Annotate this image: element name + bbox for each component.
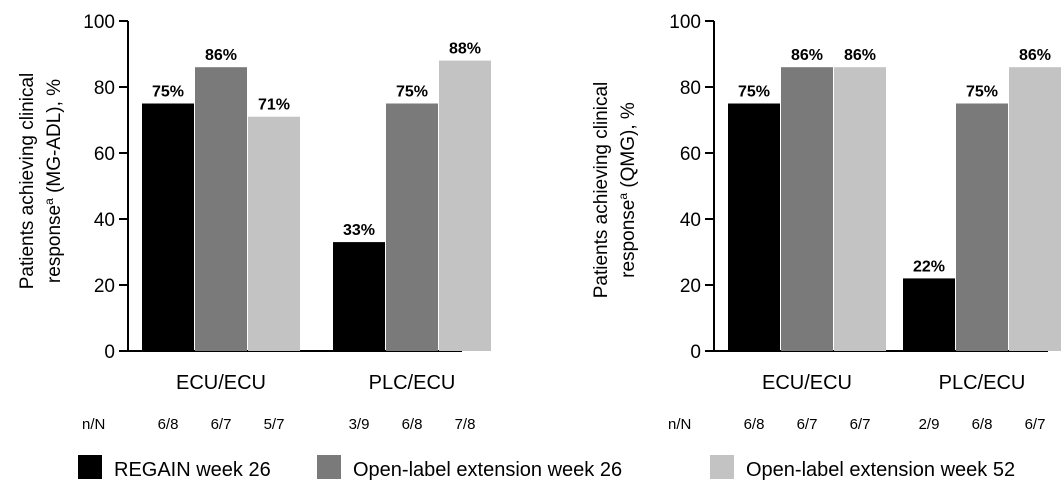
bar-ole-week-26 xyxy=(386,103,438,351)
bar-regain-week-26 xyxy=(142,103,194,351)
bar-data-label: 71% xyxy=(258,97,290,114)
nn-value: 6/7 xyxy=(211,416,232,433)
y-axis-label-superscript: a xyxy=(42,198,56,205)
nn-value: 6/7 xyxy=(1025,416,1046,433)
bar-regain-week-26 xyxy=(333,242,385,351)
y-tick-label: 60 xyxy=(680,144,701,165)
nn-value: 6/7 xyxy=(797,416,818,433)
bar-ole-week-52 xyxy=(439,60,491,351)
y-axis-label-part: response xyxy=(44,205,65,283)
y-tick-label: 0 xyxy=(690,342,701,363)
y-tick-label: 0 xyxy=(104,342,115,363)
bar-ole-week-52 xyxy=(1009,67,1061,351)
nn-value: 7/8 xyxy=(455,416,476,433)
y-axis-label-part: (QMG), % xyxy=(618,102,639,193)
bar-data-label: 75% xyxy=(396,84,428,101)
bar-ole-week-26 xyxy=(195,67,247,351)
nn-value: 6/7 xyxy=(850,416,871,433)
x-category-label: PLC/ECU xyxy=(939,372,1026,394)
x-category-label: PLC/ECU xyxy=(369,372,456,394)
bar-data-label: 75% xyxy=(738,84,770,101)
y-tick-label: 40 xyxy=(94,210,115,231)
nn-value: 6/8 xyxy=(158,416,179,433)
nn-row-label: n/N xyxy=(82,416,105,433)
y-tick-label: 20 xyxy=(94,276,115,297)
bar-ole-week-26 xyxy=(781,67,833,351)
x-category-label: ECU/ECU xyxy=(762,372,852,394)
nn-value: 6/8 xyxy=(972,416,993,433)
bar-ole-week-52 xyxy=(248,116,300,351)
y-axis-label-part: (MG-ADL), % xyxy=(44,79,65,198)
bar-regain-week-26 xyxy=(903,278,955,351)
bar-data-label: 22% xyxy=(913,258,945,275)
legend-label: REGAIN week 26 xyxy=(114,459,271,481)
bar-data-label: 75% xyxy=(966,84,998,101)
x-category-label: ECU/ECU xyxy=(176,372,266,394)
y-axis-label-line2: responsea (QMG), % xyxy=(616,102,639,278)
nn-value: 5/7 xyxy=(264,416,285,433)
nn-value: 6/8 xyxy=(744,416,765,433)
legend: REGAIN week 26 Open-label extension week … xyxy=(78,455,1015,481)
y-tick-label: 100 xyxy=(83,12,115,33)
y-axis-label-part: response xyxy=(618,200,639,278)
nn-value: 2/9 xyxy=(919,416,940,433)
bar-data-label: 86% xyxy=(205,47,237,64)
y-axis-label-superscript: a xyxy=(616,193,630,200)
nn-value: 6/8 xyxy=(402,416,423,433)
y-axis-label-line1: Patients achieving clinical xyxy=(17,73,38,290)
y-tick-label: 100 xyxy=(669,12,701,33)
y-axis-label-line1: Patients achieving clinical xyxy=(591,82,612,299)
y-tick-label: 20 xyxy=(680,276,701,297)
y-tick-label: 40 xyxy=(680,210,701,231)
legend-label: Open-label extension week 26 xyxy=(353,459,622,481)
legend-label: Open-label extension week 52 xyxy=(746,459,1015,481)
nn-row-label: n/N xyxy=(668,416,691,433)
bar-data-label: 86% xyxy=(844,47,876,64)
bar-regain-week-26 xyxy=(728,103,780,351)
y-axis-label-line2: responsea (MG-ADL), % xyxy=(42,79,65,283)
legend-swatch xyxy=(78,455,102,479)
bar-data-label: 33% xyxy=(343,222,375,239)
legend-swatch xyxy=(317,455,341,479)
y-tick-label: 60 xyxy=(94,144,115,165)
bar-ole-week-26 xyxy=(956,103,1008,351)
nn-value: 3/9 xyxy=(349,416,370,433)
legend-swatch xyxy=(710,455,734,479)
y-tick-label: 80 xyxy=(94,78,115,99)
bar-data-label: 86% xyxy=(1019,47,1051,64)
bar-data-label: 86% xyxy=(791,47,823,64)
bar-data-label: 88% xyxy=(449,41,481,58)
bar-ole-week-52 xyxy=(834,67,886,351)
bar-data-label: 75% xyxy=(152,84,184,101)
y-tick-label: 80 xyxy=(680,78,701,99)
